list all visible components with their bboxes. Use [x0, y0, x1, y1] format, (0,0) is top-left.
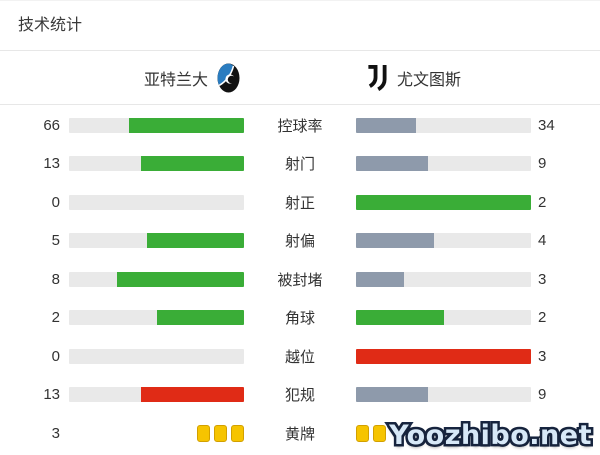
away-value: 2 — [538, 193, 547, 211]
teams-header: 亚特兰大 尤文图斯 — [0, 51, 600, 105]
stat-row: 13 射门 9 — [0, 145, 600, 184]
away-bar — [356, 117, 531, 133]
home-bar — [69, 117, 244, 133]
away-value: 34 — [538, 116, 555, 134]
away-value: 4 — [538, 232, 547, 250]
away-value: 9 — [538, 155, 547, 173]
watermark: Yoozhibo.net — [387, 418, 594, 454]
stat-label: 射门 — [284, 156, 315, 174]
away-value: 3 — [538, 347, 547, 365]
stat-label: 角球 — [284, 310, 315, 328]
home-value: 13 — [43, 386, 60, 404]
stat-row: 0 射正 2 — [0, 183, 600, 222]
away-value: 9 — [538, 386, 547, 404]
stat-row: 5 射偏 4 — [0, 222, 600, 261]
stats-rows: 66 控球率 34 13 射门 9 0 射正 2 5 射偏 4 8 被封堵 3 2 角球 2 0 越位 3 13 犯规 9 3 黄… — [0, 106, 600, 453]
stat-row: 13 犯规 9 — [0, 376, 600, 415]
away-bar — [356, 156, 531, 172]
away-bar — [356, 387, 531, 403]
stat-row: 2 角球 2 — [0, 299, 600, 338]
team-home-name: 亚特兰大 — [143, 71, 208, 89]
away-bar — [356, 271, 531, 287]
atalanta-crest-icon — [217, 63, 240, 93]
away-value: 2 — [538, 424, 547, 442]
yellow-card-icon — [214, 424, 227, 442]
stat-label: 黄牌 — [284, 425, 315, 443]
stat-label: 越位 — [284, 348, 315, 366]
page-title: 技术统计 — [0, 1, 600, 51]
yellow-card-icon — [373, 424, 386, 442]
stat-row: 66 控球率 34 — [0, 106, 600, 145]
home-value: 8 — [51, 270, 60, 288]
away-bar — [356, 233, 531, 249]
yellow-card-icon — [356, 424, 369, 442]
stat-label: 射正 — [284, 194, 315, 212]
away-value: 2 — [538, 309, 547, 327]
away-bar — [356, 348, 531, 364]
home-value: 0 — [51, 347, 60, 365]
stat-label: 犯规 — [284, 387, 315, 405]
home-bar — [69, 233, 244, 249]
home-bar — [69, 387, 244, 403]
away-bar — [356, 194, 531, 210]
home-value: 2 — [51, 309, 60, 327]
away-bar — [356, 310, 531, 326]
home-value: 3 — [51, 424, 60, 442]
stat-label: 被封堵 — [277, 271, 323, 289]
home-value: 66 — [43, 116, 60, 134]
team-away-name: 尤文图斯 — [397, 71, 462, 89]
home-bar — [69, 194, 244, 210]
team-away: 尤文图斯 — [300, 63, 600, 92]
stat-label: 射偏 — [284, 233, 315, 251]
stat-row: 0 越位 3 — [0, 337, 600, 376]
home-bar — [69, 348, 244, 364]
home-bar — [69, 310, 244, 326]
stat-row: 3 黄牌 2 — [0, 414, 600, 453]
stat-row: 8 被封堵 3 — [0, 260, 600, 299]
juventus-crest-icon — [366, 63, 387, 92]
home-yellow-cards — [69, 424, 244, 442]
home-value: 13 — [43, 155, 60, 173]
yellow-card-icon — [197, 424, 210, 442]
yellow-card-icon — [231, 424, 244, 442]
away-value: 3 — [538, 270, 547, 288]
team-home: 亚特兰大 — [0, 63, 300, 93]
home-value: 0 — [51, 193, 60, 211]
home-value: 5 — [51, 232, 60, 250]
home-bar — [69, 271, 244, 287]
home-bar — [69, 156, 244, 172]
away-yellow-cards — [356, 424, 531, 442]
stat-label: 控球率 — [277, 117, 323, 135]
